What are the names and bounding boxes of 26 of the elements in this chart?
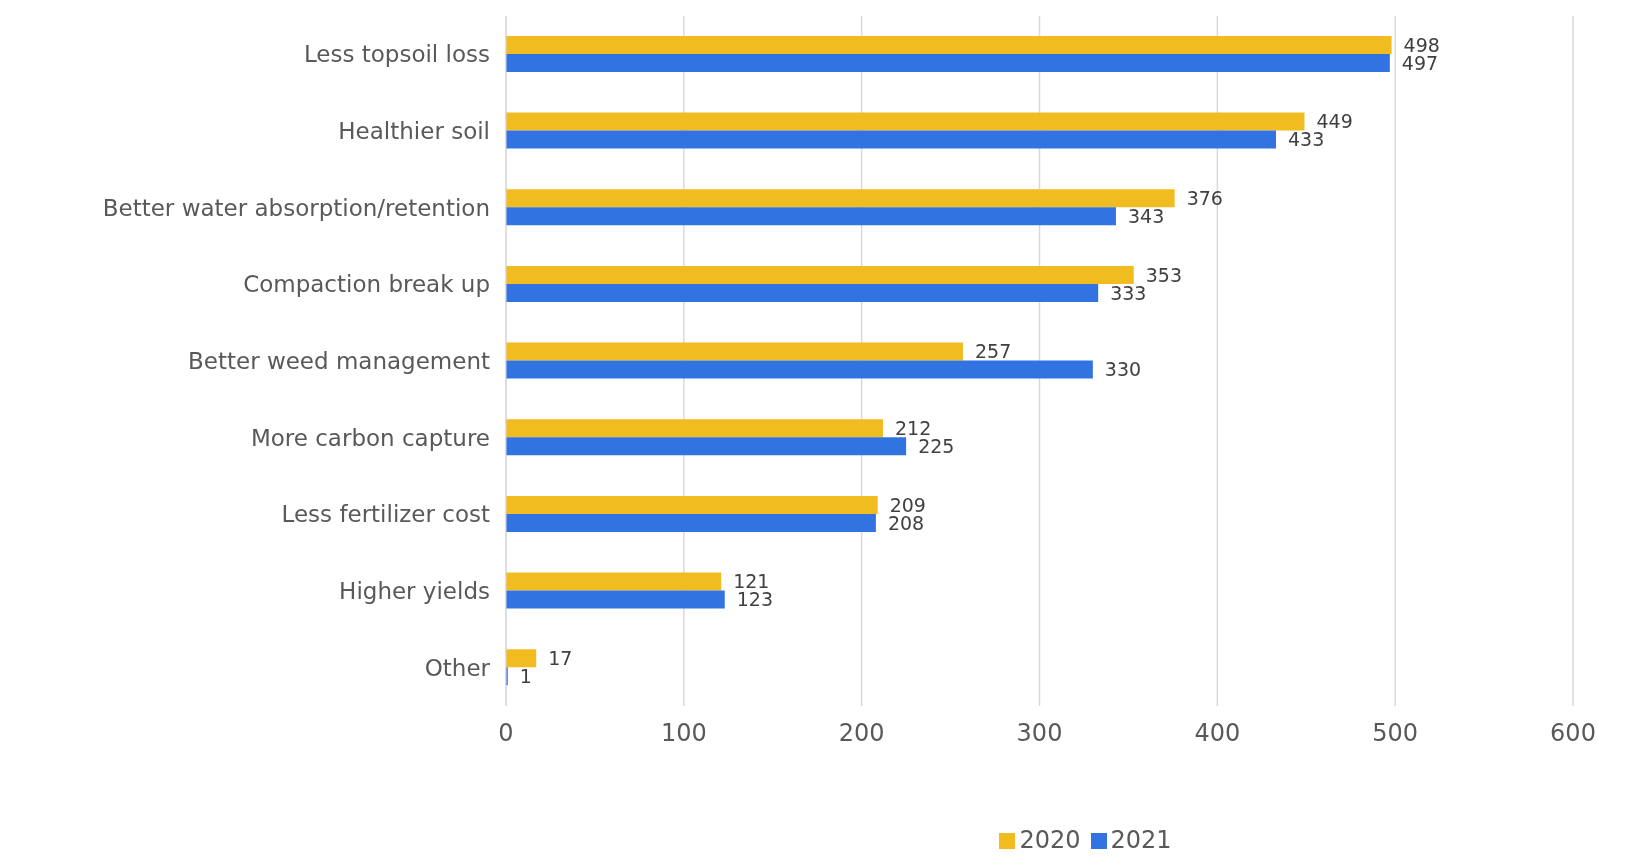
x-tick-label: 300 — [1016, 719, 1063, 748]
x-tick-label: 200 — [838, 719, 885, 748]
y-tick-label: Higher yields — [339, 578, 490, 605]
y-tick-label: Healthier soil — [338, 118, 490, 145]
data-label: 330 — [1104, 358, 1142, 381]
x-tick-label: 400 — [1194, 719, 1241, 748]
y-tick-label: Better water absorption/retention — [102, 194, 490, 221]
data-label: 353 — [1145, 263, 1183, 286]
data-label: 1 — [519, 665, 532, 688]
legend-label: 2020 — [1019, 826, 1081, 854]
x-tick-label: 600 — [1550, 719, 1596, 748]
y-tick-label: Less fertilizer cost — [281, 501, 490, 528]
y-tick-label: Other — [424, 654, 491, 681]
legend-label: 2021 — [1110, 826, 1172, 854]
data-label: 17 — [548, 647, 573, 670]
data-label: 257 — [975, 340, 1012, 363]
x-tick-label: 0 — [498, 719, 514, 748]
data-label: 376 — [1186, 187, 1223, 210]
data-label: 333 — [1110, 281, 1147, 304]
x-tick-label: 500 — [1372, 719, 1419, 748]
x-tick-label: 100 — [660, 719, 707, 748]
y-tick-label: More carbon capture — [250, 424, 490, 451]
y-tick-label: Less topsoil loss — [303, 41, 490, 68]
y-tick-label: Compaction break up — [243, 271, 490, 298]
data-label: 343 — [1127, 205, 1165, 228]
y-tick-label: Better weed management — [188, 348, 490, 375]
